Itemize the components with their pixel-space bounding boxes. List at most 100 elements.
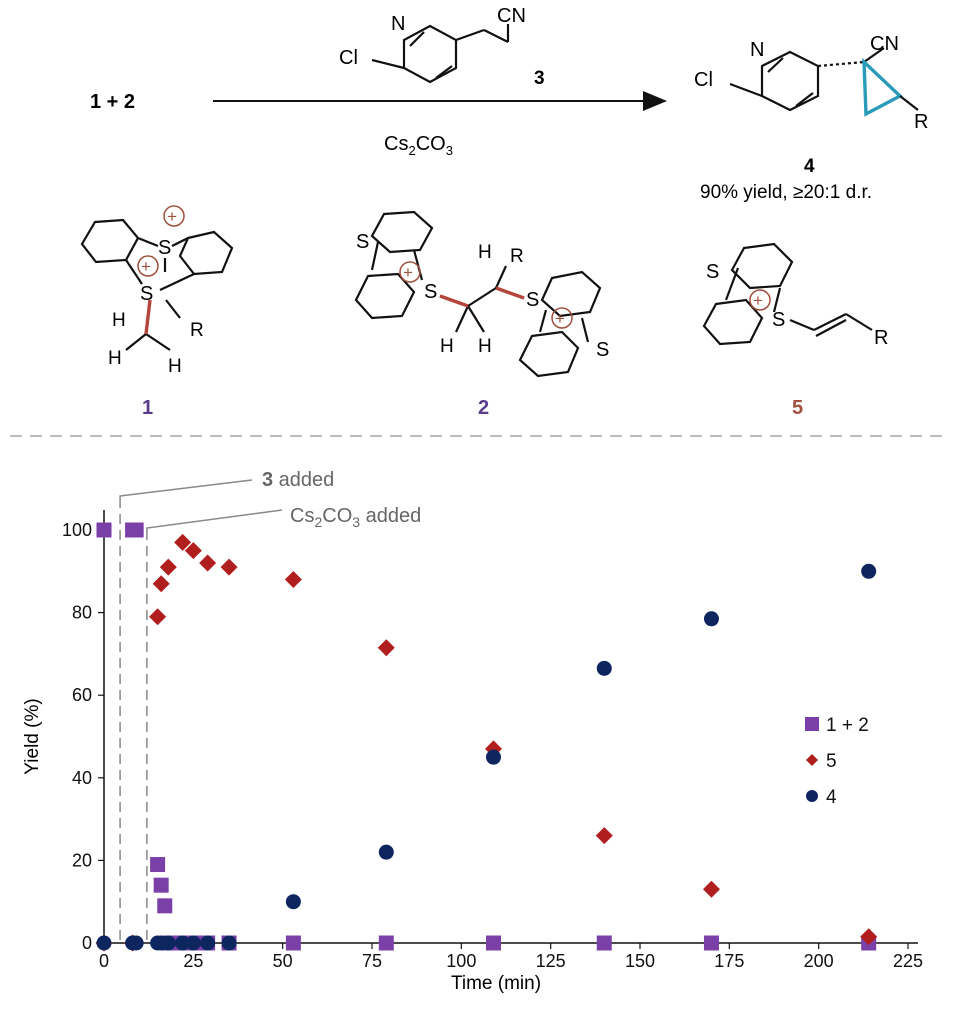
data-point: [703, 935, 719, 951]
data-point: [174, 533, 192, 551]
annotation-3-added: 3 added: [262, 469, 334, 491]
product-r-bond: [899, 95, 919, 111]
structure-2-atom-s1: S: [356, 231, 369, 253]
data-point: [96, 935, 112, 951]
y-tick-label: 0: [82, 933, 92, 953]
structure-1-atom-h1: H: [112, 310, 126, 331]
callout-3-added: [119, 479, 253, 498]
data-point: [703, 611, 719, 627]
structure-2-atom-s2: S: [424, 281, 437, 303]
structure-1-atom-h3: H: [168, 356, 182, 377]
chart-axes: [103, 510, 918, 944]
data-point: [702, 880, 720, 898]
y-tick-label: 80: [72, 603, 92, 623]
legend-marker: [805, 717, 819, 731]
structure-1-atom-r: R: [190, 320, 204, 341]
x-tick-label: 150: [625, 951, 655, 971]
data-point: [157, 898, 173, 914]
data-point: [595, 827, 613, 845]
legend-label: 1 + 2: [826, 715, 869, 736]
structure-2-atom-r: R: [510, 246, 524, 267]
series-2: [95, 533, 878, 952]
reagent-n-atom: N: [391, 13, 405, 35]
data-point: [199, 554, 217, 572]
y-tick-label: 60: [72, 685, 92, 705]
data-point: [285, 894, 301, 910]
reagent-cn-group: CN: [497, 5, 526, 27]
structure-2-atom-h-top: H: [478, 242, 492, 263]
structure-5-plus: +: [753, 291, 763, 310]
data-point: [96, 522, 112, 538]
structure-2-atom-h-right: H: [478, 336, 492, 357]
data-point: [860, 928, 878, 946]
product-label: 4: [804, 156, 815, 177]
data-point: [378, 844, 394, 860]
sulfonium-charge-1b: [137, 255, 159, 277]
data-point: [150, 857, 166, 873]
legend-marker: [806, 790, 818, 802]
product-n-atom: N: [750, 39, 764, 61]
data-point: [128, 522, 144, 538]
series-1: [96, 522, 877, 951]
product-yield: 90% yield, ≥20:1 d.r.: [700, 182, 872, 203]
reagent-3-structure: [371, 24, 510, 84]
chart-ticks: 0 25 50 75 100 125 150 175 200 225 0 20 40 60 80 100: [62, 520, 923, 971]
reagent-cl-atom: Cl: [339, 47, 358, 69]
legend-label: 4: [826, 787, 837, 808]
data-point: [377, 639, 395, 657]
data-point: [485, 749, 501, 765]
yield-vs-time-chart: 0 25 50 75 100 125 150 175 200 225 0 20 40 60 80 100 3 …: [22, 469, 923, 994]
y-tick-label: 100: [62, 520, 92, 540]
product-cl-atom: Cl: [694, 69, 713, 91]
structure-1-plus-a: +: [167, 207, 177, 226]
y-tick-label: 20: [72, 850, 92, 870]
structure-2-label: 2: [478, 397, 489, 419]
data-point: [378, 935, 394, 951]
data-point: [220, 558, 238, 576]
x-tick-label: 25: [183, 951, 203, 971]
product-4-structure: [729, 47, 885, 112]
structure-2-atom-h-left: H: [440, 336, 454, 357]
data-point: [861, 563, 877, 579]
structure-1-atom-s-top: S: [158, 237, 171, 259]
chart-legend: 1 + 2 5 4: [805, 715, 869, 808]
x-tick-label: 0: [99, 951, 109, 971]
structure-5-label: 5: [792, 397, 803, 419]
structure-1-atom-h2: H: [108, 348, 122, 369]
data-point: [200, 935, 216, 951]
cyclopropane-ring: [862, 57, 903, 117]
structure-2-highlight-bond-a: [439, 294, 469, 308]
data-point: [285, 935, 301, 951]
data-point: [284, 571, 302, 589]
structure-1-drawing: [80, 218, 234, 351]
reactants-label: 1 + 2: [90, 91, 135, 113]
structure-2-plus-a: +: [403, 263, 413, 282]
x-axis-label: Time (min): [451, 973, 541, 994]
structure-1-atom-s-bottom: S: [140, 283, 153, 305]
structure-5-atom-r: R: [874, 327, 888, 349]
structure-2-plus-b: +: [555, 309, 565, 328]
structure-1-highlight-bond: [144, 299, 152, 335]
data-point: [160, 935, 176, 951]
structure-5-atom-s1: S: [706, 261, 719, 283]
chart-marks: [95, 522, 878, 952]
x-tick-label: 175: [714, 951, 744, 971]
data-point: [185, 935, 201, 951]
structure-2-highlight-bond-b: [495, 286, 525, 300]
data-point: [221, 935, 237, 951]
structure-5-atom-s2: S: [772, 309, 785, 331]
data-point: [596, 660, 612, 676]
structure-2-atom-s4: S: [596, 339, 609, 361]
data-point: [184, 542, 202, 560]
data-point: [485, 935, 501, 951]
chart-annotations: 3 added Cs2CO3 added: [119, 469, 421, 943]
data-point: [149, 608, 167, 626]
structure-1-plus-b: +: [141, 257, 151, 276]
annotation-base-added: Cs2CO3 added: [290, 505, 421, 530]
base-label: Cs2CO3: [384, 133, 453, 158]
sulfonium-charge-5: [749, 289, 771, 311]
sulfonium-charge-1a: [163, 205, 185, 227]
data-point: [152, 575, 170, 593]
x-tick-label: 100: [446, 951, 476, 971]
series-3: [96, 563, 877, 951]
